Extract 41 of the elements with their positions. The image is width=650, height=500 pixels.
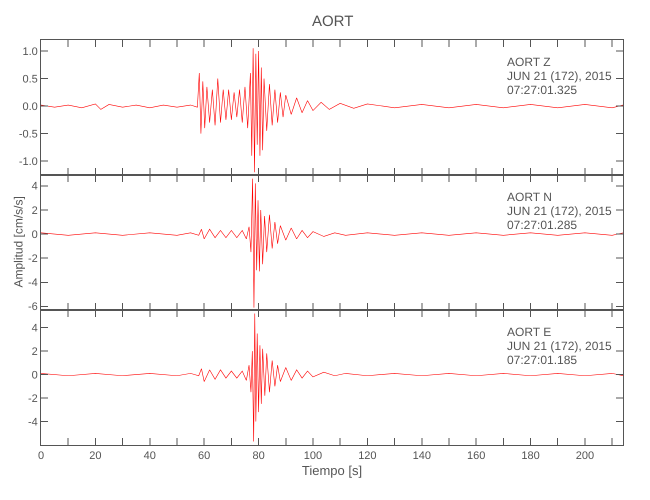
y-tick-label: -2: [28, 392, 38, 405]
y-tick-label: -4: [28, 416, 38, 428]
y-tick-label: -4: [28, 277, 38, 290]
y-tick-label: 2: [32, 346, 38, 358]
annotation: 07:27:01.325: [507, 83, 578, 97]
y-tick-label: 1.0: [22, 46, 38, 58]
x-tick-label: 60: [198, 450, 210, 462]
y-tick-label: 0: [32, 369, 38, 382]
annotation: 07:27:01.285: [507, 218, 578, 232]
x-tick-label: 40: [144, 450, 156, 462]
x-tick-label: 140: [412, 450, 431, 462]
line-series: [41, 178, 623, 308]
chart-title: AORT: [312, 13, 354, 30]
line-series: [41, 313, 623, 442]
x-tick-label: 200: [576, 450, 594, 462]
x-tick-label: 120: [358, 450, 377, 462]
y-tick-label: -6: [28, 301, 38, 314]
y-tick-label: 0.5: [22, 73, 38, 86]
annotation: JUN 21 (172), 2015: [507, 339, 612, 353]
x-tick-label: 180: [521, 450, 540, 462]
x-tick-label: 100: [304, 450, 322, 462]
annotation: 07:27:01.185: [507, 353, 578, 367]
annotation: JUN 21 (172), 2015: [507, 69, 612, 83]
x-tick-label: 160: [466, 450, 486, 462]
y-tick-label: -0.5: [18, 128, 38, 141]
annotation: AORT N: [507, 190, 552, 204]
y-tick-label: 0: [32, 228, 38, 241]
y-tick-label: -2: [28, 253, 38, 266]
x-axis-title: Tiempo [s]: [302, 462, 362, 478]
y-tick-label: 2: [32, 204, 38, 217]
line-series: [41, 48, 623, 173]
x-tick-label: 80: [252, 450, 265, 462]
y-tick-label: -1.0: [18, 156, 38, 168]
x-tick-label: 20: [89, 450, 102, 462]
y-tick-label: 4: [32, 322, 38, 334]
y-tick-label: 4: [32, 180, 38, 193]
y-tick-label: 0.0: [22, 100, 38, 113]
annotation: JUN 21 (172), 2015: [507, 204, 612, 218]
annotation: AORT Z: [507, 55, 551, 69]
annotation: AORT E: [507, 325, 552, 339]
y-axis-title: Amplitud [cm/s/s]: [12, 196, 26, 288]
